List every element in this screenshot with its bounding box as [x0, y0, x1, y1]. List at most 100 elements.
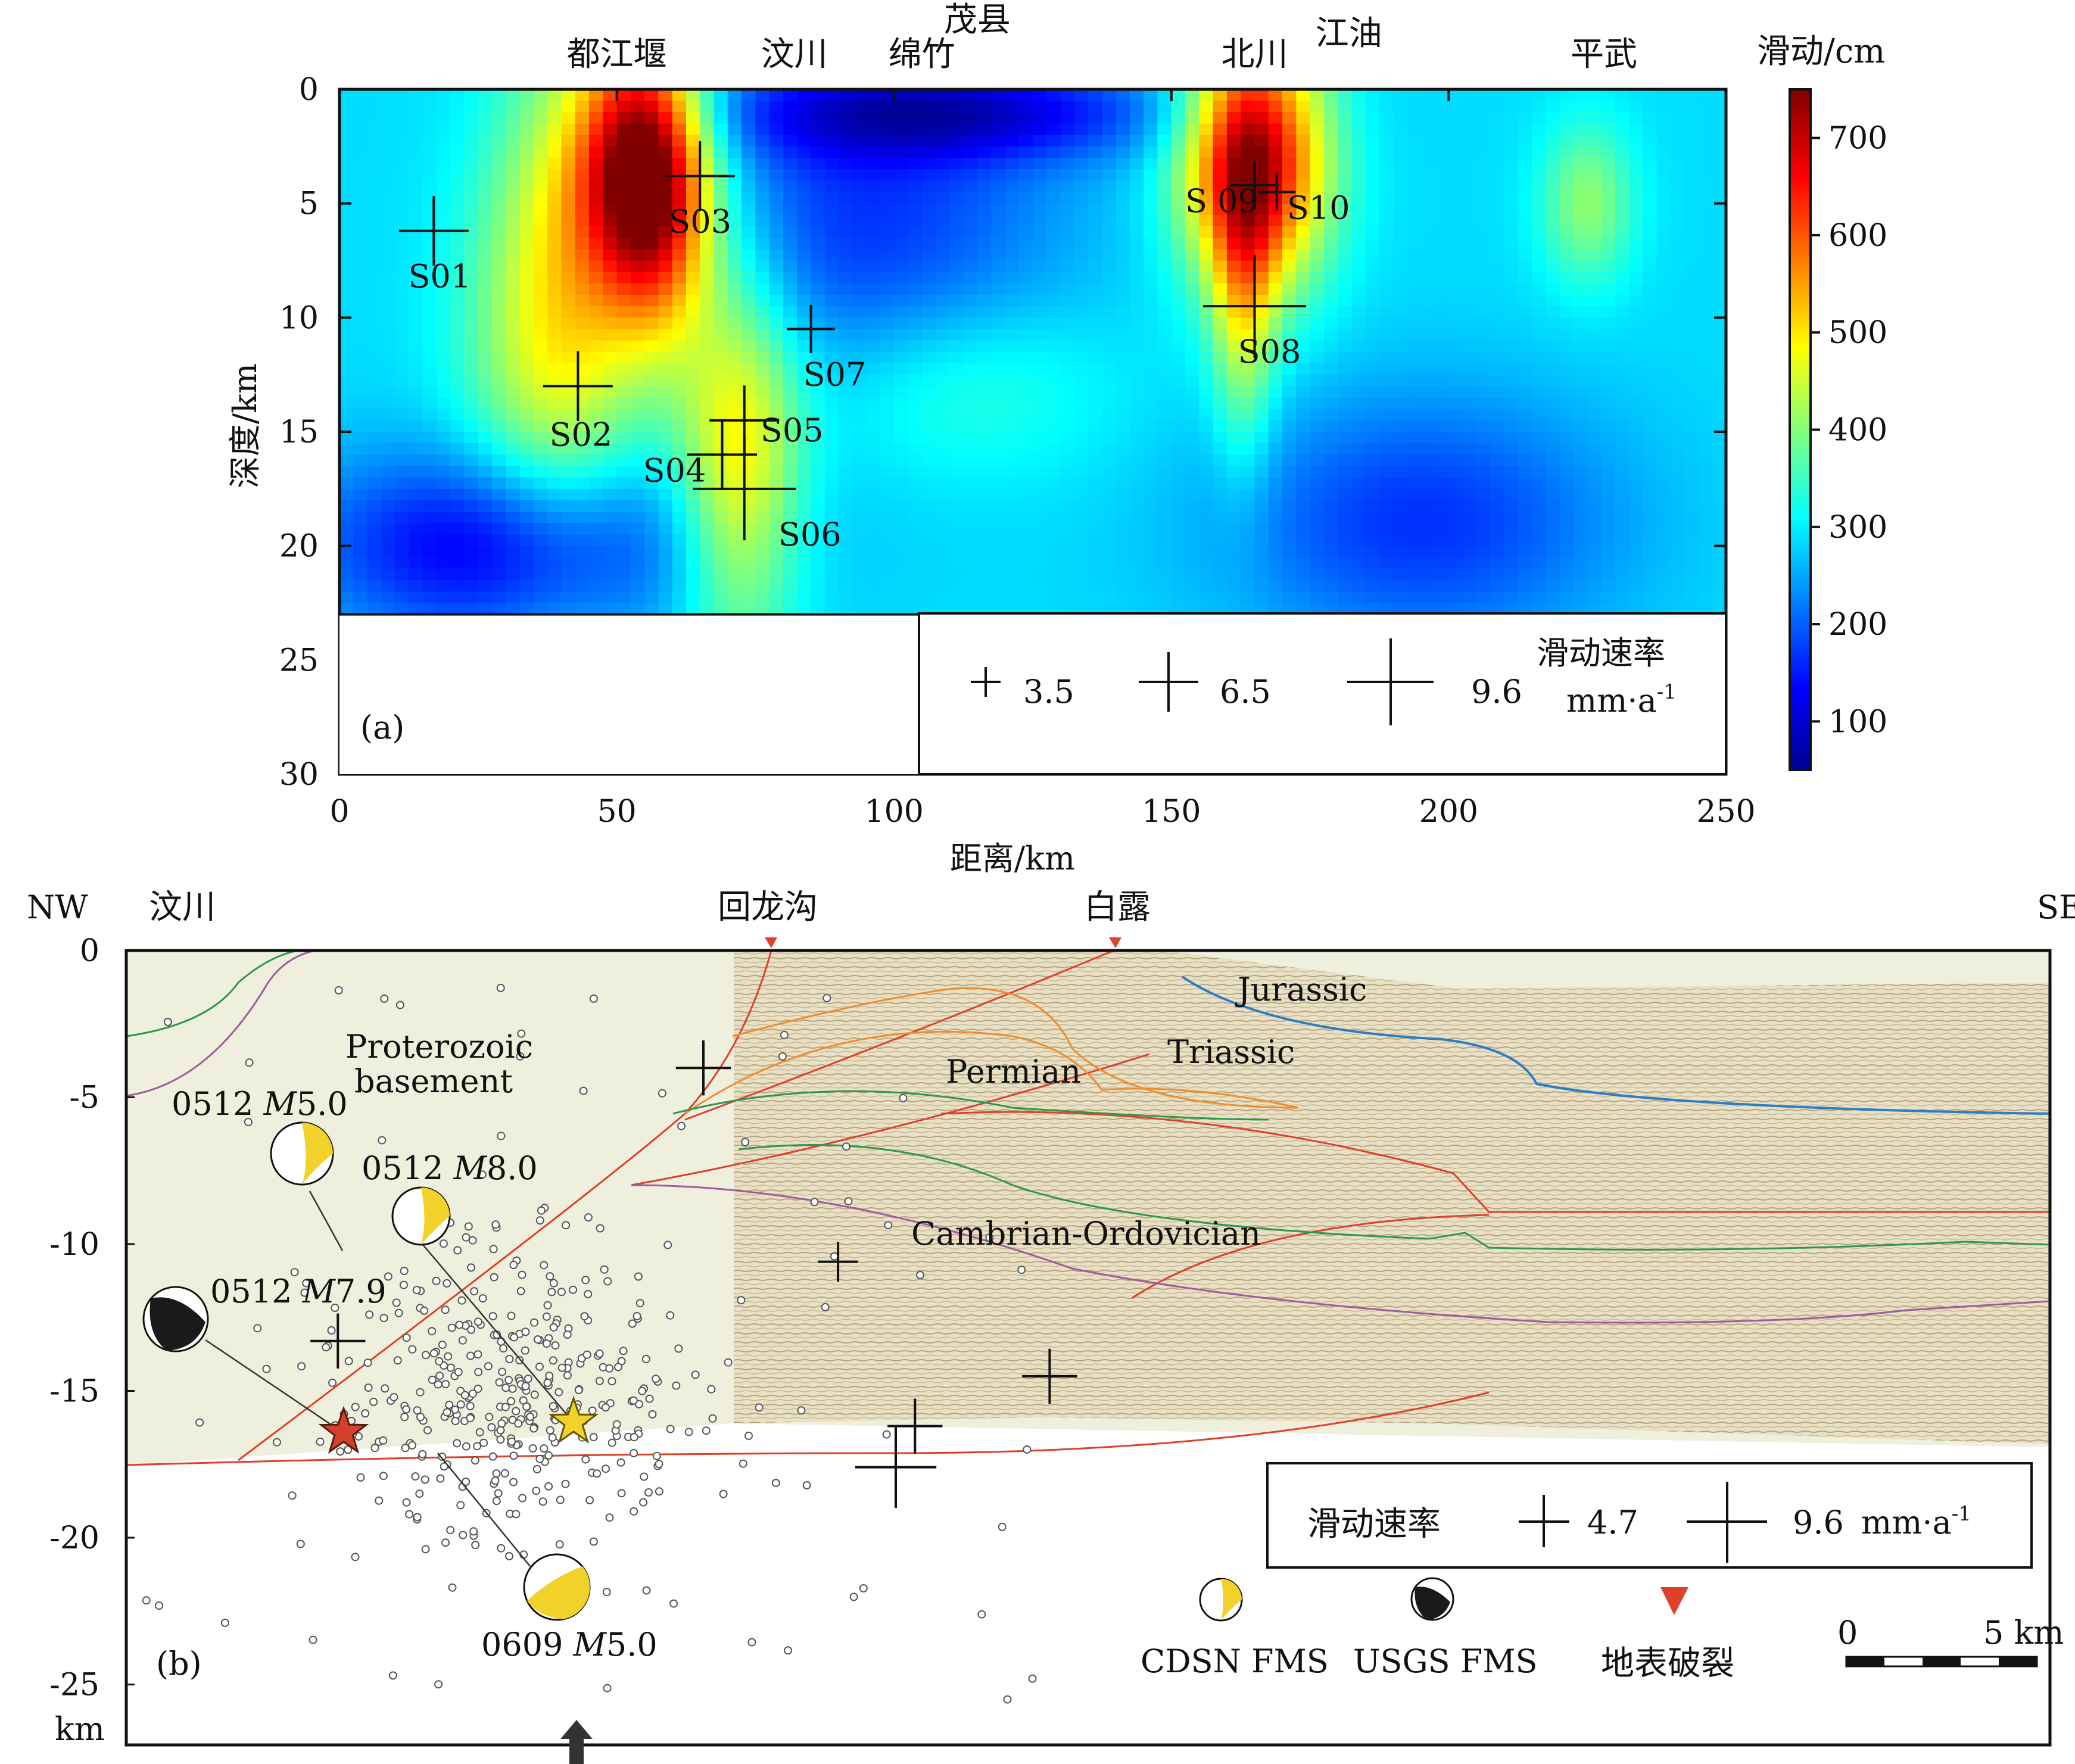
- heat-cell: [1018, 569, 1033, 581]
- heat-cell: [1213, 591, 1227, 604]
- aftershock-dot: [466, 1351, 475, 1360]
- heat-cell: [1601, 523, 1616, 535]
- heat-cell: [797, 260, 812, 273]
- heat-cell: [533, 591, 549, 604]
- heat-cell: [1102, 169, 1117, 182]
- heat-cell: [1532, 226, 1547, 239]
- heat-cell: [1684, 523, 1699, 535]
- heat-cell: [977, 488, 992, 501]
- heat-cell: [908, 500, 923, 513]
- heat-cell: [921, 500, 937, 513]
- aftershock-dot: [492, 1497, 501, 1506]
- heat-cell: [714, 238, 728, 250]
- heat-cell: [437, 603, 451, 615]
- heat-cell: [1546, 432, 1560, 444]
- heat-cell: [1296, 238, 1311, 250]
- aftershock-dot: [316, 1437, 325, 1446]
- heat-cell: [575, 283, 590, 295]
- heat-cell: [1462, 466, 1477, 478]
- heat-cell: [1338, 329, 1353, 341]
- heat-cell: [506, 203, 521, 216]
- heat-cell: [464, 317, 479, 330]
- heat-cell: [672, 500, 687, 513]
- heat-cell: [839, 603, 853, 615]
- aftershock-dot: [447, 1323, 456, 1332]
- heat-cell: [1393, 89, 1408, 102]
- heat-cell: [1407, 409, 1422, 421]
- heat-cell: [755, 351, 770, 364]
- heat-cell: [1559, 534, 1574, 547]
- heat-cell: [437, 306, 451, 319]
- heat-cell: [1656, 203, 1671, 216]
- heat-cell: [1171, 363, 1186, 376]
- heat-cell: [1559, 466, 1574, 478]
- heat-cell: [741, 557, 756, 569]
- heat-cell: [1559, 272, 1574, 284]
- heat-cell: [908, 477, 923, 490]
- heat-cell: [769, 192, 784, 204]
- heat-cell: [880, 454, 895, 467]
- heat-cell: [1171, 135, 1186, 147]
- heat-cell: [1559, 591, 1574, 604]
- heat-cell: [949, 557, 964, 569]
- heat-cell: [1005, 580, 1020, 593]
- heat-cell: [381, 317, 396, 330]
- heat-cell: [1338, 557, 1353, 569]
- heat-cell: [533, 363, 549, 376]
- heat-cell: [561, 306, 576, 319]
- heat-cell: [575, 512, 590, 524]
- heat-cell: [991, 101, 1006, 113]
- colorbar: [1789, 88, 1812, 771]
- heat-cell: [797, 534, 812, 547]
- heat-cell: [755, 500, 770, 513]
- heat-cell: [824, 214, 840, 227]
- heat-cell: [381, 534, 396, 547]
- heat-cell: [839, 443, 853, 456]
- heat-cell: [1518, 329, 1533, 341]
- heat-cell: [1643, 306, 1657, 319]
- heat-cell: [1615, 112, 1630, 124]
- heat-cell: [1157, 546, 1172, 558]
- heat-cell: [1379, 432, 1394, 444]
- heat-cell: [783, 158, 798, 170]
- heat-cell: [1074, 249, 1089, 261]
- heat-cell: [1656, 546, 1671, 558]
- heat-cell: [644, 375, 659, 387]
- heat-cell: [824, 557, 840, 569]
- heat-cell: [1185, 591, 1200, 604]
- heat-cell: [492, 306, 507, 319]
- heat-cell: [533, 260, 549, 273]
- heat-cell: [1046, 272, 1061, 284]
- heat-cell: [1684, 306, 1699, 319]
- heat-cell: [339, 546, 354, 558]
- heat-cell: [1379, 603, 1394, 615]
- heat-cell: [1185, 420, 1200, 432]
- heat-cell: [839, 214, 853, 227]
- heat-cell: [1116, 249, 1130, 261]
- heat-cell: [908, 260, 923, 273]
- heat-cell: [949, 158, 964, 170]
- heat-cell: [977, 443, 992, 456]
- heat-cell: [1615, 557, 1630, 569]
- heat-cell: [561, 603, 576, 615]
- aftershock-dot: [471, 1456, 479, 1465]
- heat-cell: [644, 363, 659, 376]
- heat-cell: [1157, 89, 1172, 102]
- heat-cell: [1379, 272, 1394, 284]
- heat-cell: [1601, 226, 1616, 239]
- heat-cell: [977, 569, 992, 581]
- heat-cell: [963, 386, 978, 398]
- heat-cell: [714, 351, 728, 364]
- heat-cell: [450, 146, 465, 158]
- heat-cell: [1351, 466, 1366, 478]
- heat-cell: [1629, 283, 1644, 295]
- y-axis-label-a: 深度/km: [226, 363, 264, 488]
- heat-cell: [1199, 500, 1214, 513]
- heat-cell: [395, 214, 410, 227]
- heat-cell: [1546, 135, 1560, 147]
- heat-cell: [936, 488, 951, 501]
- heat-cell: [1338, 420, 1353, 432]
- heat-cell: [936, 158, 951, 170]
- heat-cell: [1046, 523, 1061, 535]
- heat-cell: [395, 432, 410, 444]
